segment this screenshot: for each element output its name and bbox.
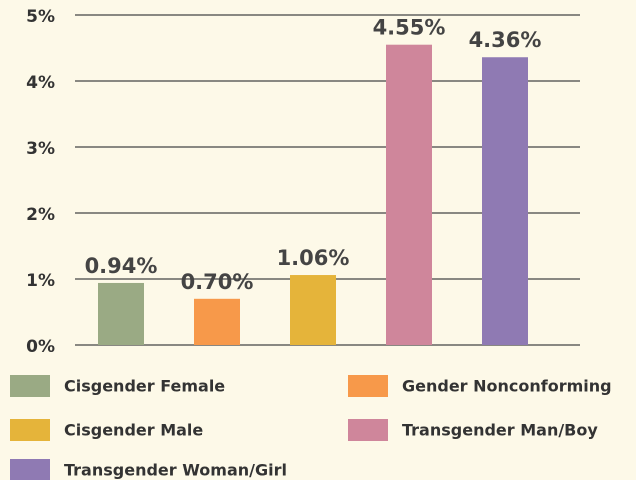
y-tick-label: 0% <box>26 337 55 357</box>
y-tick-label: 3% <box>26 139 55 159</box>
bar <box>482 57 528 346</box>
bar <box>194 298 240 345</box>
value-label: 4.55% <box>373 16 446 40</box>
legend-label: Transgender Woman/Girl <box>64 461 287 480</box>
legend-label: Transgender Man/Boy <box>402 421 598 440</box>
value-label: 0.94% <box>85 254 158 278</box>
legend-swatch <box>348 375 388 397</box>
y-tick-label: 5% <box>26 7 55 27</box>
value-label: 0.70% <box>181 270 254 294</box>
legend-label: Cisgender Male <box>64 421 203 440</box>
y-tick-label: 1% <box>26 271 55 291</box>
legend-label: Cisgender Female <box>64 377 225 396</box>
value-label: 1.06% <box>277 246 350 270</box>
bar <box>98 282 144 345</box>
legend-swatch <box>10 459 50 480</box>
value-label: 4.36% <box>469 28 542 52</box>
y-tick-label: 2% <box>26 205 55 225</box>
bar <box>386 44 432 345</box>
bar <box>290 275 336 345</box>
y-tick-label: 4% <box>26 73 55 93</box>
legend-swatch <box>10 375 50 397</box>
legend-swatch <box>10 419 50 441</box>
legend-label: Gender Nonconforming <box>402 377 612 396</box>
legend-swatch <box>348 419 388 441</box>
